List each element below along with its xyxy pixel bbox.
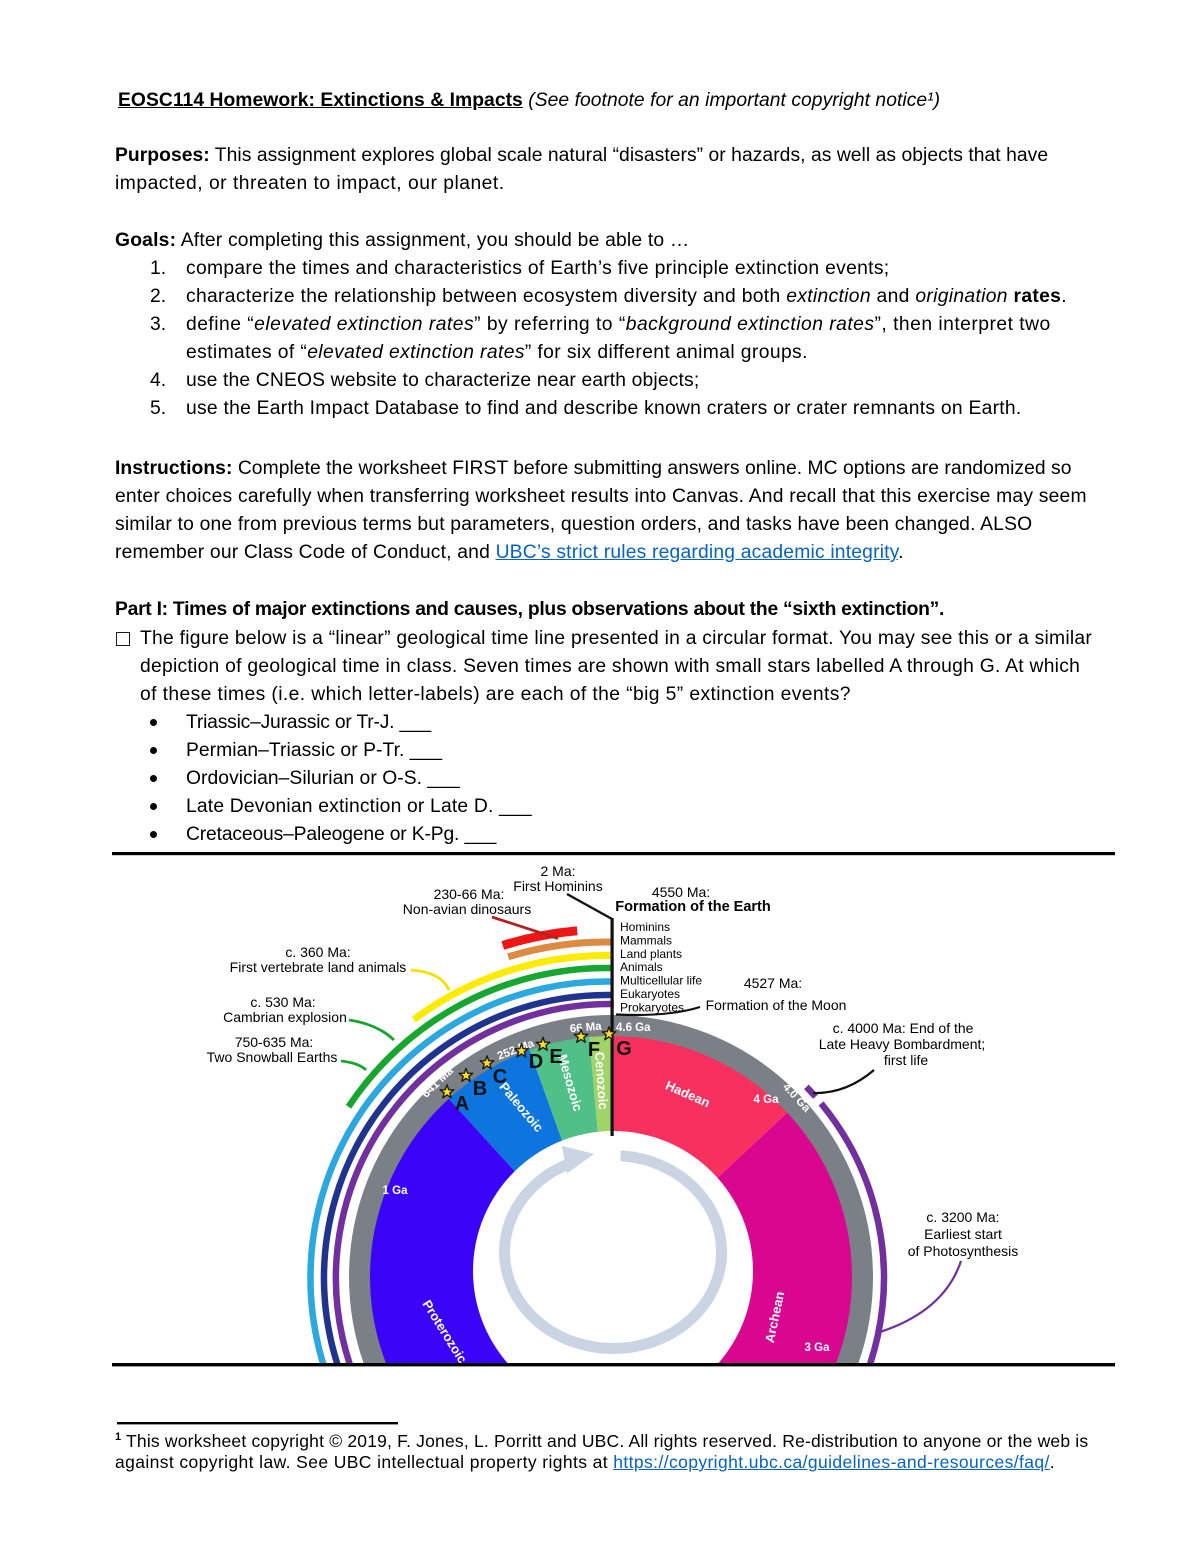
svg-text:c. 360 Ma:: c. 360 Ma: <box>285 944 350 960</box>
svg-text:First vertebrate land animals: First vertebrate land animals <box>230 959 407 975</box>
svg-text:B: B <box>473 1078 487 1100</box>
svg-text:c. 4000 Ma: End of the: c. 4000 Ma: End of the <box>833 1020 974 1036</box>
svg-text:A: A <box>455 1093 469 1115</box>
svg-text:Cambrian explosion: Cambrian explosion <box>223 1009 347 1025</box>
svg-text:Eukaryotes: Eukaryotes <box>620 987 680 1001</box>
svg-text:Two Snowball Earths: Two Snowball Earths <box>207 1049 338 1065</box>
svg-text:First Hominins: First Hominins <box>513 878 602 894</box>
svg-text:c. 3200 Ma:: c. 3200 Ma: <box>926 1209 999 1225</box>
svg-text:4.6 Ga: 4.6 Ga <box>616 1022 651 1034</box>
svg-text:4527 Ma:: 4527 Ma: <box>744 975 802 991</box>
svg-text:Prokaryotes: Prokaryotes <box>620 1001 684 1015</box>
svg-text:4550 Ma:: 4550 Ma: <box>652 884 710 900</box>
svg-text:1 Ga: 1 Ga <box>383 1185 409 1197</box>
svg-text:750-635 Ma:: 750-635 Ma: <box>235 1034 314 1050</box>
svg-text:Land plants: Land plants <box>620 947 682 961</box>
svg-text:Formation of the Earth: Formation of the Earth <box>615 899 770 915</box>
svg-text:230-66 Ma:: 230-66 Ma: <box>434 886 505 902</box>
svg-text:D: D <box>529 1051 543 1073</box>
svg-text:G: G <box>616 1038 632 1060</box>
svg-text:Hominins: Hominins <box>620 920 670 934</box>
svg-text:first life: first life <box>884 1052 929 1068</box>
svg-text:Mammals: Mammals <box>620 934 672 948</box>
svg-text:of Photosynthesis: of Photosynthesis <box>908 1243 1019 1259</box>
svg-text:3 Ga: 3 Ga <box>805 1342 831 1354</box>
svg-text:Cenozoic: Cenozoic <box>592 1051 611 1110</box>
svg-text:E: E <box>549 1046 562 1068</box>
svg-text:F: F <box>588 1039 600 1061</box>
svg-text:C: C <box>493 1066 507 1088</box>
svg-text:66 Ma: 66 Ma <box>569 1021 602 1036</box>
svg-text:c. 530 Ma:: c. 530 Ma: <box>250 994 315 1010</box>
svg-text:Multicellular life: Multicellular life <box>620 974 702 988</box>
svg-text:Animals: Animals <box>620 960 663 974</box>
svg-text:Non-avian dinosaurs: Non-avian dinosaurs <box>403 901 531 917</box>
svg-text:4 Ga: 4 Ga <box>754 1094 780 1106</box>
svg-text:Earliest start: Earliest start <box>924 1226 1002 1242</box>
svg-text:Late Heavy Bombardment;: Late Heavy Bombardment; <box>819 1036 986 1052</box>
svg-text:2 Ma:: 2 Ma: <box>540 863 575 879</box>
svg-text:Formation of the Moon: Formation of the Moon <box>706 997 847 1013</box>
